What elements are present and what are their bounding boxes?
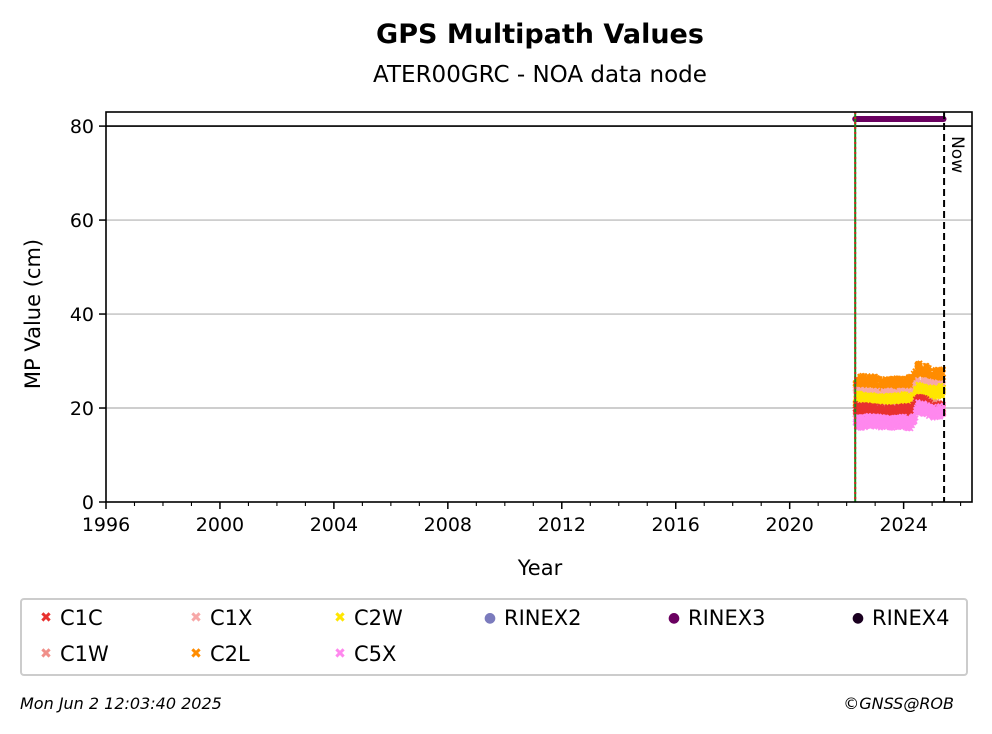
series-c2l [852,360,947,393]
legend-marker: ✖ [334,646,346,662]
legend-marker: ✖ [40,610,52,626]
x-tick-label-2000: 2000 [196,514,244,536]
legend-label: RINEX3 [688,606,766,630]
series-c5x [852,398,947,432]
data-point-c5x [912,418,918,425]
plot-frame [105,111,973,503]
legend-label: C2L [210,642,250,666]
chart-subtitle: ATER00GRC - NOA data node [373,62,707,88]
legend-marker: ● [851,610,865,626]
legend-marker: ✖ [40,646,52,662]
x-tick-label-2004: 2004 [310,514,358,536]
chart: GPS Multipath Values ATER00GRC - NOA dat… [21,19,973,580]
legend-label: C1X [210,606,253,630]
legend-marker: ✖ [334,610,346,626]
x-axis-label: Year [517,556,563,580]
x-tick-label-2012: 2012 [538,514,586,536]
footer-credit: ©GNSS@ROB [843,694,954,713]
x-tick-label-2016: 2016 [652,514,700,536]
y-tick-label-40: 40 [70,304,94,326]
data-point-c5x [913,415,919,421]
y-tick-label-60: 60 [70,210,94,232]
y-tick-label-80: 80 [70,116,94,138]
chart-title: GPS Multipath Values [376,19,704,50]
legend: ✖ C1C ✖ C1W ✖ C1X ✖ C2L ✖ C2W ✖ C5X ● RINEX2 ● RINEX3 ● R… [20,598,968,676]
legend-label: C2W [354,606,403,630]
now-label: Now [947,136,967,173]
legend-marker: ✖ [190,610,202,626]
legend-marker: ✖ [190,646,202,662]
footer-timestamp: Mon Jun 2 12:03:40 2025 [20,694,222,713]
legend-label: C5X [354,642,397,666]
legend-marker: ● [483,610,497,626]
y-tick-label-0: 0 [82,492,94,514]
y-tick-label-20: 20 [70,398,94,420]
x-tick-label-2008: 2008 [424,514,472,536]
plot-area: Now 1996 2000 2004 2008 2012 2016 2020 2024 0 20 40… [70,111,973,536]
y-axis-label: MP Value (cm) [21,239,45,389]
legend-label: C1W [60,642,109,666]
x-tick-label-2020: 2020 [766,514,814,536]
legend-label: C1C [60,606,103,630]
legend-label: RINEX4 [872,606,950,630]
legend-label: RINEX2 [504,606,582,630]
legend-marker: ● [667,610,681,626]
x-tick-label-1996: 1996 [82,514,130,536]
x-tick-label-2024: 2024 [879,514,927,536]
